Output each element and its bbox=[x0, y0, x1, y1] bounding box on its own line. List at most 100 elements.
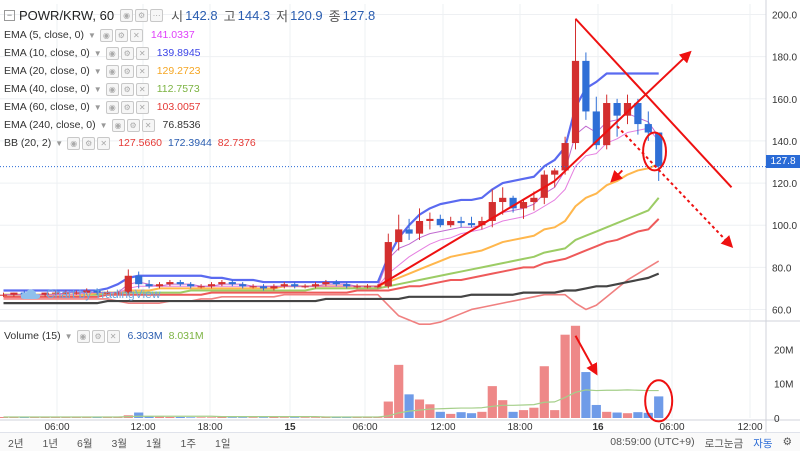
chevron-down-icon[interactable]: ▼ bbox=[93, 66, 102, 76]
candle-body bbox=[457, 220, 465, 224]
candle-body bbox=[207, 284, 216, 287]
candle-body bbox=[374, 286, 382, 288]
gear-icon[interactable]: ⚙ bbox=[782, 436, 792, 448]
chevron-down-icon[interactable]: ▼ bbox=[64, 331, 73, 341]
chevron-down-icon[interactable]: ▼ bbox=[93, 84, 102, 94]
eye-icon[interactable]: ◉ bbox=[105, 100, 119, 114]
log-scale-button[interactable]: 로그눈금 bbox=[704, 438, 744, 450]
range-button[interactable]: 3월 bbox=[111, 438, 128, 450]
candle-body bbox=[353, 286, 361, 288]
time-display: 08:59:00 (UTC+9) bbox=[610, 436, 695, 448]
volume-bar bbox=[331, 417, 341, 418]
range-button[interactable]: 1주 bbox=[180, 438, 197, 450]
candle-body bbox=[197, 286, 205, 288]
chevron-down-icon[interactable]: ▼ bbox=[87, 30, 96, 40]
eye-icon[interactable]: ◉ bbox=[105, 64, 119, 78]
chevron-down-icon[interactable]: ▼ bbox=[93, 102, 102, 112]
indicator-name: EMA (60, close, 0) bbox=[4, 101, 90, 113]
volume-bar bbox=[352, 417, 362, 418]
chevron-down-icon[interactable]: ▼ bbox=[99, 120, 108, 130]
range-button[interactable]: 2년 bbox=[8, 438, 24, 450]
close-icon[interactable]: ✕ bbox=[135, 82, 149, 96]
eye-icon[interactable]: ◉ bbox=[111, 118, 125, 132]
time-tick-label: 16 bbox=[592, 422, 604, 433]
volume-bar bbox=[591, 404, 601, 418]
eye-icon[interactable]: ◉ bbox=[67, 136, 81, 150]
annotation-ellipse bbox=[644, 379, 674, 423]
current-price-label: 127.8 bbox=[766, 155, 800, 168]
bottom-toolbar: 2년 1년 6월 3월 1월 1주 1일 08:59:00 (UTC+9) 로그눈금 자동 … bbox=[0, 432, 800, 451]
volume-bar bbox=[446, 413, 456, 418]
collapse-toggle-icon[interactable]: − bbox=[4, 9, 15, 21]
close-icon[interactable]: ✕ bbox=[97, 136, 111, 150]
time-tick-label: 12:00 bbox=[737, 422, 762, 433]
price-tick-label: 80.0 bbox=[772, 263, 792, 274]
settings-icon[interactable]: ⚙ bbox=[120, 100, 134, 114]
price-tick-label: 200.0 bbox=[772, 11, 797, 22]
settings-icon[interactable]: ⚙ bbox=[91, 329, 105, 343]
range-button[interactable]: 1년 bbox=[42, 438, 59, 450]
candle-body bbox=[322, 282, 330, 285]
volume-bar bbox=[414, 399, 425, 418]
auto-scale-button[interactable]: 자동 bbox=[753, 438, 773, 450]
chevron-down-icon[interactable]: ▼ bbox=[55, 138, 64, 148]
close-icon[interactable]: ✕ bbox=[129, 28, 143, 42]
chevron-down-icon[interactable]: ▼ bbox=[93, 48, 102, 58]
settings-icon[interactable]: ⚙ bbox=[126, 118, 140, 132]
candle-body bbox=[72, 292, 80, 294]
close-icon[interactable]: ✕ bbox=[141, 118, 155, 132]
settings-icon[interactable]: ⚙ bbox=[114, 28, 128, 42]
more-icon[interactable]: ⋯ bbox=[150, 8, 164, 22]
volume-bar bbox=[238, 417, 248, 418]
eye-icon[interactable]: ◉ bbox=[105, 82, 119, 96]
close-icon[interactable]: ✕ bbox=[135, 46, 149, 60]
annotation-arrow bbox=[610, 169, 624, 183]
volume-bar bbox=[290, 417, 300, 418]
eye-icon[interactable]: ◉ bbox=[76, 329, 90, 343]
range-button[interactable]: 1일 bbox=[215, 438, 231, 450]
annotation-arrow bbox=[574, 335, 598, 376]
settings-icon[interactable]: ⚙ bbox=[120, 64, 134, 78]
volume-ma-value: 8.031M bbox=[168, 330, 204, 342]
volume-legend-row: Volume (15) ▼ ◉ ⚙ ✕ 6.303M 8.031M bbox=[4, 327, 204, 345]
time-tick-label: 15 bbox=[284, 422, 296, 433]
symbol-title: POWR/KRW, 60 bbox=[19, 7, 115, 23]
tradingview-watermark[interactable]: Chart by TradingView bbox=[20, 287, 161, 301]
range-button[interactable]: 1월 bbox=[146, 438, 162, 450]
price-tick-label: 180.0 bbox=[772, 53, 797, 64]
settings-icon[interactable]: ⚙ bbox=[82, 136, 96, 150]
volume-bar bbox=[40, 417, 50, 418]
indicator-value: 141.0337 bbox=[150, 29, 195, 41]
candle-body bbox=[62, 292, 70, 294]
volume-bar bbox=[560, 334, 570, 418]
candle-body bbox=[259, 286, 268, 289]
eye-icon[interactable]: ◉ bbox=[99, 28, 113, 42]
candle-body bbox=[436, 218, 444, 226]
volume-bar bbox=[529, 407, 539, 418]
volume-bar bbox=[165, 416, 175, 418]
candle-body bbox=[561, 143, 569, 171]
volume-name: Volume (15) bbox=[4, 330, 61, 342]
eye-icon[interactable]: ◉ bbox=[105, 46, 119, 60]
annotation-trendline bbox=[574, 18, 733, 188]
candle-body bbox=[613, 103, 621, 116]
cloud-icon bbox=[20, 289, 41, 299]
price-tick-label: 60.0 bbox=[772, 305, 792, 316]
volume-bar bbox=[550, 410, 560, 418]
volume-bar bbox=[134, 412, 144, 418]
close-icon[interactable]: ✕ bbox=[135, 64, 149, 78]
candle-body bbox=[83, 290, 91, 293]
indicator-row: BB (20, 2) ▼ ◉ ⚙ ✕ 127.5660 172.3944 82.7376 bbox=[4, 134, 375, 152]
close-icon[interactable]: ✕ bbox=[135, 100, 149, 114]
settings-icon[interactable]: ⚙ bbox=[135, 8, 149, 22]
close-icon[interactable]: ✕ bbox=[106, 329, 120, 343]
candle-body bbox=[530, 197, 538, 203]
candle-body bbox=[332, 282, 340, 285]
eye-icon[interactable]: ◉ bbox=[120, 8, 134, 22]
volume-bar bbox=[425, 404, 435, 418]
settings-icon[interactable]: ⚙ bbox=[120, 82, 134, 96]
settings-icon[interactable]: ⚙ bbox=[120, 46, 134, 60]
annotation-ellipse bbox=[642, 131, 667, 172]
range-button[interactable]: 6월 bbox=[77, 438, 93, 450]
